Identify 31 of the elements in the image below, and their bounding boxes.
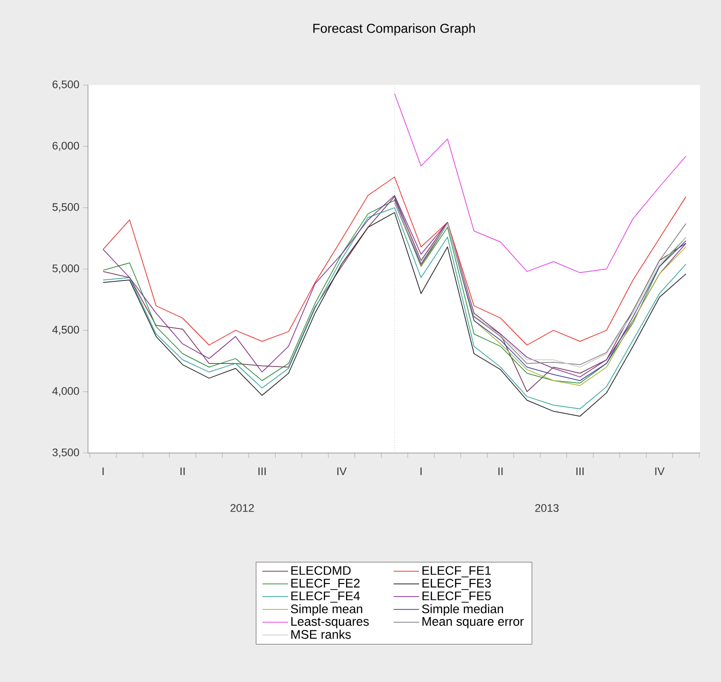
text: 2012 [230,504,254,512]
y-tick-label: 6,500 [52,80,80,90]
x-tick-label: II [498,468,503,476]
y-tick-label: 5,500 [52,203,80,212]
x-tick-label: I [420,468,422,476]
y-tick-label: 4,500 [52,326,80,335]
text: 2013 [535,504,559,512]
legend-label: ELECDMD [291,566,351,575]
x-tick-label: IV [337,468,347,476]
x-tick-label: III [258,468,266,476]
y-tick-label: 6,000 [52,142,80,151]
legend-label: Least-squares [291,617,369,628]
y-tick-label: 4,000 [52,387,80,396]
line-series [102,176,686,346]
legend-label: Simple median [422,604,504,616]
x-tick-label: IV [655,468,665,476]
chart-title: Forecast Comparison Graph [313,23,475,36]
legend-label: Simple mean [290,604,362,616]
line-series [394,93,686,274]
x-tick-label: III [576,468,584,476]
legend-label: Mean square error [422,617,524,628]
y-tick-label: 3,500 [52,448,80,458]
y-tick-label: 5,000 [52,264,80,274]
legend-label: MSE ranks [291,630,351,639]
x-tick-label: II [180,468,185,476]
legend-label: ELECF_FE5 [422,591,491,603]
x-tick-label: I [102,468,104,476]
legend-label: ELECF_FE2 [291,578,360,590]
legend-label: ELECF_FE4 [291,591,360,603]
legend-label: ELECF_FE1 [422,566,491,578]
legend-label: ELECF_FE3 [422,578,491,590]
